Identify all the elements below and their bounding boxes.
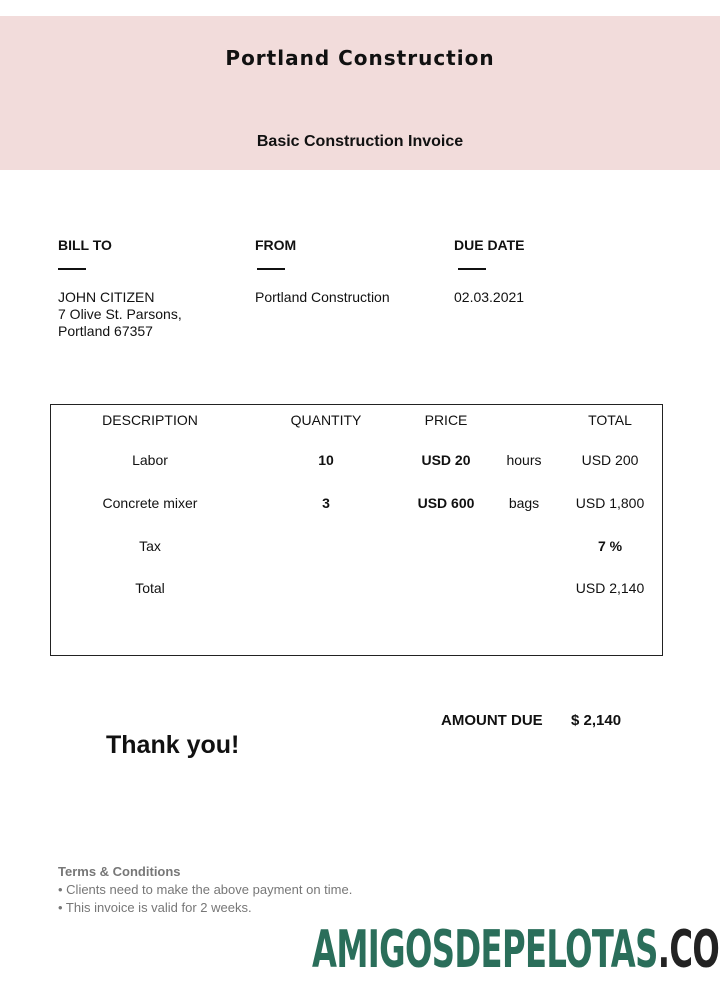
cell-total: 7 % — [597, 538, 623, 554]
cell-description: Total — [135, 580, 165, 596]
bill-to-block: JOHN CITIZEN 7 Olive St. Parsons, Portla… — [58, 289, 182, 340]
cell-description: Tax — [139, 538, 161, 554]
cell-price: USD 20 — [421, 452, 471, 468]
terms-title: Terms & Conditions — [58, 864, 181, 879]
from-value: Portland Construction — [255, 289, 390, 305]
cell-total: USD 200 — [581, 452, 639, 468]
client-address-line1: 7 Olive St. Parsons, — [58, 306, 182, 322]
divider — [458, 268, 486, 270]
divider — [58, 268, 86, 270]
terms-item: • This invoice is valid for 2 weeks. — [58, 900, 252, 915]
terms-item: • Clients need to make the above payment… — [58, 882, 353, 897]
cell-total: USD 2,140 — [575, 580, 645, 596]
from-label: FROM — [255, 237, 297, 253]
cell-price: USD 600 — [417, 495, 475, 511]
col-header-description: DESCRIPTION — [102, 412, 198, 428]
line-items-table — [50, 404, 663, 656]
client-address-line2: Portland 67357 — [58, 323, 153, 339]
divider — [257, 268, 285, 270]
client-name: JOHN CITIZEN — [58, 289, 155, 305]
cell-unit: bags — [508, 495, 540, 511]
due-date-value: 02.03.2021 — [454, 289, 525, 305]
due-date-label: DUE DATE — [454, 237, 525, 253]
cell-total: USD 1,800 — [575, 495, 645, 511]
amount-due-value: $ 2,140 — [571, 712, 622, 729]
col-header-total: TOTAL — [588, 412, 632, 428]
cell-description: Labor — [132, 452, 168, 468]
cell-quantity: 3 — [322, 495, 330, 511]
watermark-logo: AMIGOSDEPELOTAS.COM — [312, 922, 720, 978]
invoice-subtitle: Basic Construction Invoice — [256, 133, 464, 150]
cell-unit: hours — [506, 452, 542, 468]
watermark-suffix: .COM — [657, 920, 720, 980]
amount-due-label: AMOUNT DUE — [441, 712, 543, 729]
company-title: Portland Construction — [225, 46, 495, 70]
cell-description: Concrete mixer — [102, 495, 198, 511]
invoice-header — [0, 16, 720, 170]
bill-to-label: BILL TO — [58, 237, 112, 253]
col-header-quantity: QUANTITY — [290, 412, 362, 428]
terms-section: Terms & Conditions • Clients need to mak… — [58, 863, 352, 917]
watermark-main: AMIGOSDEPELOTAS — [312, 920, 658, 980]
cell-quantity: 10 — [318, 452, 334, 468]
thank-you-text: Thank you! — [106, 731, 240, 759]
col-header-price: PRICE — [424, 412, 468, 428]
